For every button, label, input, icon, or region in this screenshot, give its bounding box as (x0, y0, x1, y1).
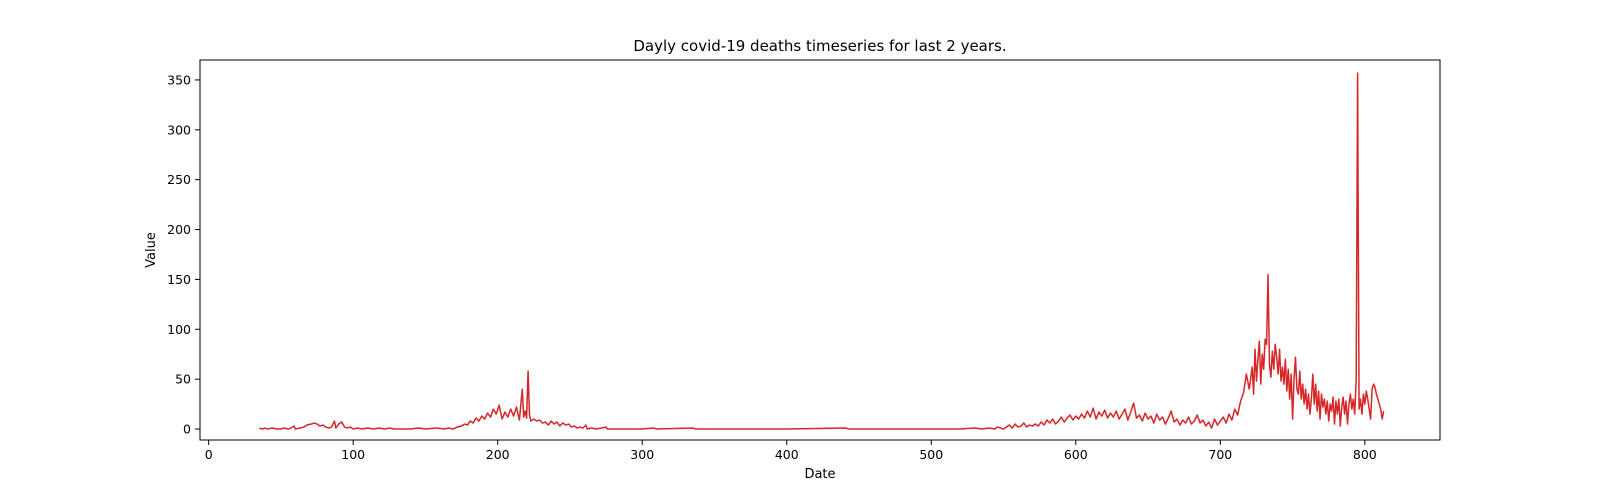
y-tick-label: 100 (167, 322, 191, 337)
chart-title: Dayly covid-19 deaths timeseries for las… (633, 37, 1006, 55)
series-group (259, 72, 1385, 430)
x-tick-label: 800 (1353, 447, 1377, 462)
x-tick-label: 200 (486, 447, 510, 462)
x-tick-label: 700 (1208, 447, 1232, 462)
x-tick-label: 300 (630, 447, 654, 462)
y-tick-label: 250 (167, 172, 191, 187)
plot-area (200, 60, 1440, 440)
x-tick-label: 100 (341, 447, 365, 462)
x-tick-label: 0 (205, 447, 213, 462)
y-axis-label: Value (144, 232, 159, 268)
y-tick-label: 200 (167, 222, 191, 237)
y-tick-label: 0 (183, 422, 191, 437)
y-tick-label: 50 (175, 372, 191, 387)
x-tick-label: 500 (919, 447, 943, 462)
y-axis-ticks: 0 50 100 150 200 250 300 350 (167, 72, 200, 437)
plot-frame (199, 59, 1441, 441)
y-tick-label: 300 (167, 122, 191, 137)
x-axis-label: Date (804, 467, 835, 482)
x-axis-ticks: 0 100 200 300 400 500 600 700 800 (205, 440, 1377, 462)
x-tick-label: 600 (1064, 447, 1088, 462)
series-line-0 (259, 72, 1385, 430)
x-tick-label: 400 (775, 447, 799, 462)
y-tick-label: 150 (167, 272, 191, 287)
y-tick-label: 350 (167, 72, 191, 87)
